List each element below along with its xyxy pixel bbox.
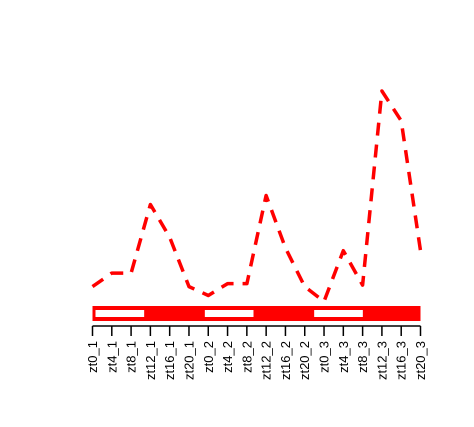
series-line: [91, 89, 423, 304]
series-layer: [91, 89, 423, 304]
x-tick-label: zt0_1: [85, 341, 100, 373]
phase-segment-dark: [365, 306, 421, 321]
x-tick-label: zt16_1: [162, 341, 177, 380]
x-tick-label: zt20_3: [413, 341, 428, 380]
light-dark-phase-bar: [92, 306, 421, 321]
x-tick-label: zt12_1: [143, 341, 158, 380]
x-tick-label: zt20_2: [297, 341, 312, 380]
x-tick-label: zt8_2: [239, 341, 254, 373]
x-tick-label: zt0_2: [201, 341, 216, 373]
x-tick-label: zt16_2: [278, 341, 293, 380]
phase-segment-light: [314, 310, 363, 317]
x-tick-label: zt12_3: [374, 341, 389, 380]
x-tick-label: zt16_3: [394, 341, 409, 380]
x-tick-label: zt4_2: [220, 341, 235, 373]
phase-segment-dark: [147, 306, 202, 321]
x-axis-ticks: [91, 325, 422, 336]
x-tick-label: zt8_1: [124, 341, 139, 373]
x-tick-label: zt0_3: [317, 341, 332, 373]
x-tick-label: zt8_3: [355, 341, 370, 373]
phase-segment-light: [95, 310, 145, 317]
phase-segment-light: [204, 310, 254, 317]
x-tick-label: zt4_1: [104, 341, 119, 373]
x-tick-label: zt4_3: [336, 341, 351, 373]
x-axis-tick-labels: zt0_1 zt4_1 zt8_1 zt12_1 zt16_1 zt20_1 zt0_2 zt…: [85, 341, 428, 380]
x-tick-label: zt20_1: [181, 341, 196, 380]
x-tick-label: zt12_2: [259, 341, 274, 380]
phase-segment-dark: [256, 306, 312, 321]
